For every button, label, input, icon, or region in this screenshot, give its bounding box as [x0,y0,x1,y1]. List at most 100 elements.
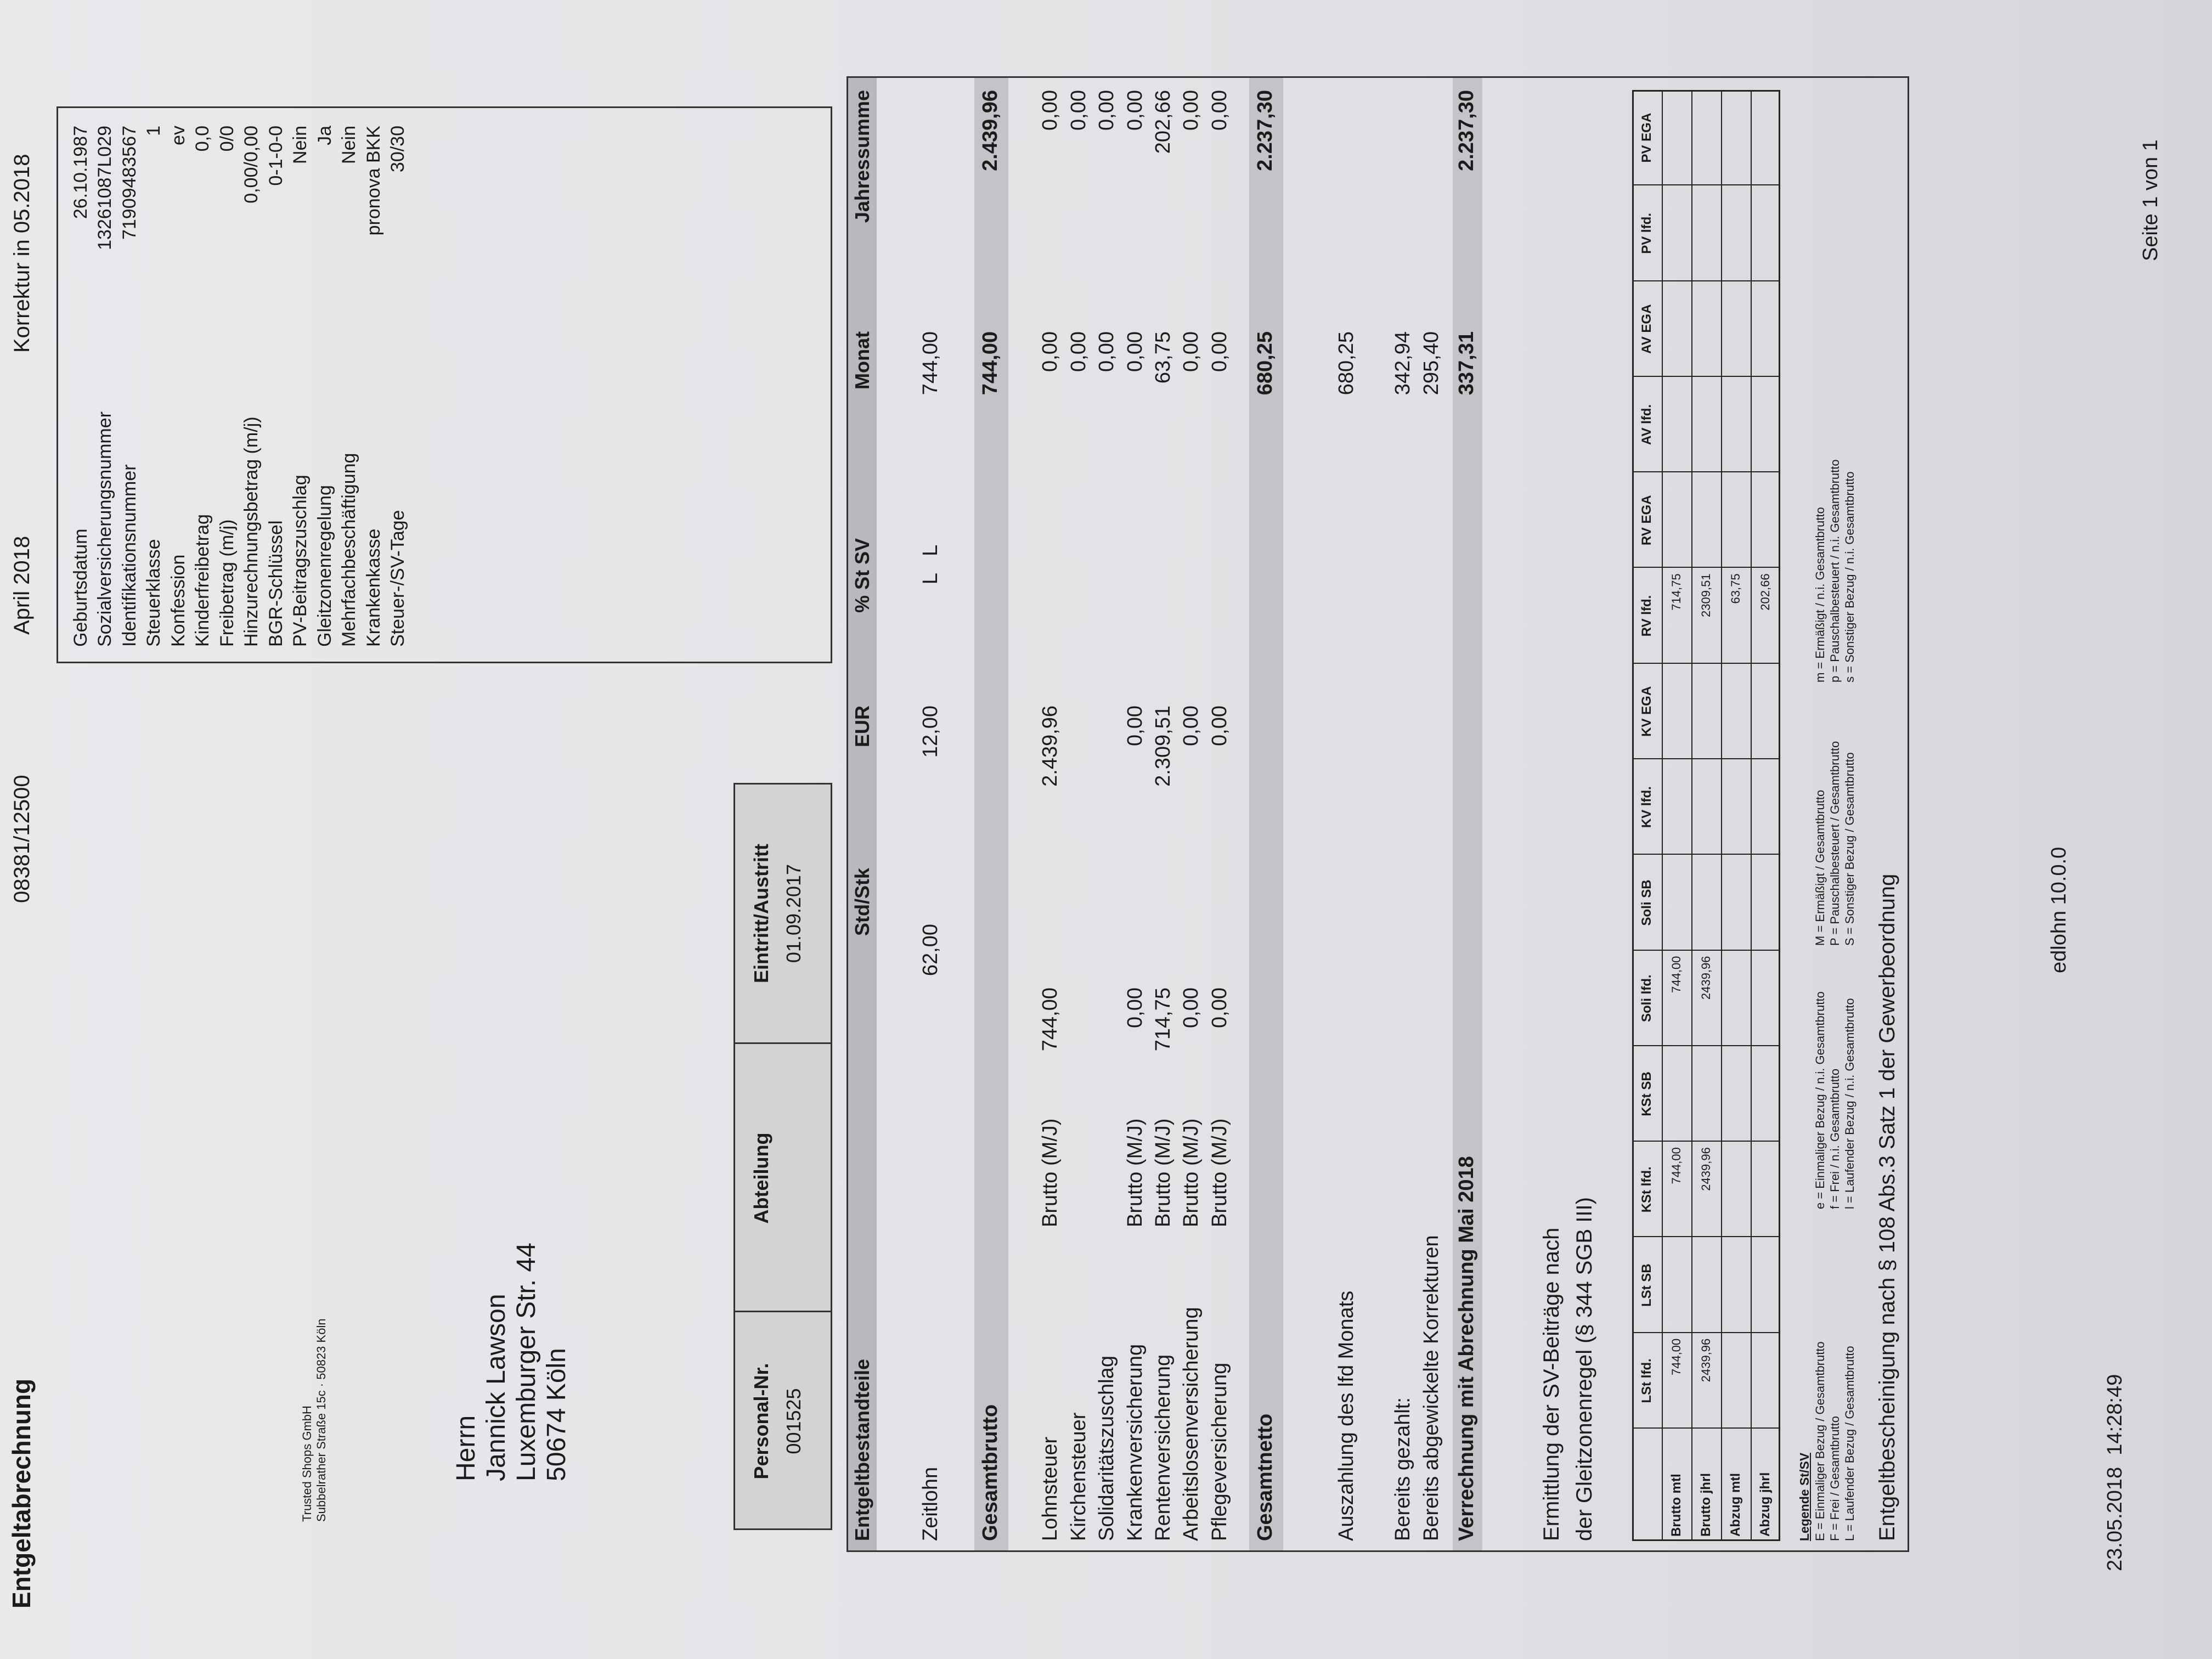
sv-column-header: LSt lfd. [1639,1358,1654,1403]
legend-entry: F = Frei / Gesamtbrutto [1827,1415,1842,1541]
sv-grid-col-line [1632,1141,1780,1142]
eur-value: 2.309,51 [1152,706,1175,787]
certificate-note: Entgeltbescheinigung nach § 108 Abs.3 Sa… [1875,873,1899,1541]
sv-grid-col-line [1632,1045,1780,1046]
legend-entry: P = Pauschalbesteuert / Gesamtbrutto [1827,741,1842,946]
sv-row-label: Abzug jhrl [1757,1472,1773,1537]
legend-entry: M = Ermäßigt / Gesamtbrutto [1813,789,1827,946]
month-value: 342,94 [1391,331,1415,396]
sv-grid-col-line [1632,758,1780,759]
std-stk-value: 744,00 [1039,988,1062,1052]
year-value: 0,00 [1208,90,1232,131]
tax-sv-code: L L [919,544,943,585]
year-value: 2.237,30 [1455,90,1479,171]
table-header: Jahressumme [851,90,874,223]
row-label: Gesamtbrutto [979,1404,1002,1541]
sv-cell: 714,75 [1669,573,1683,611]
print-timestamp: 23.05.2018 14:28:49 [2103,1374,2127,1571]
sv-grid-col-line [1632,1236,1780,1238]
employee-header: Personal-Nr. [750,1363,773,1480]
legend-entry: f = Frei / n.i. Gesamtbrutto [1827,1068,1842,1209]
table-header: Std/Stk [851,868,874,936]
legend-entry: l = Laufender Bezug / n.i. Gesamtbrutto [1842,998,1857,1209]
company-name: Trusted Shops GmbH [300,1406,314,1522]
month-value: 63,75 [1152,331,1175,384]
table-header: EUR [851,706,874,748]
info-value: pronova BKK [363,126,384,236]
employee-value: 01.09.2017 [782,864,805,963]
eur-value: 0,00 [1208,706,1232,746]
period: April 2018 [10,535,34,635]
sv-cell: 2439,96 [1699,1147,1713,1191]
employee-header: Abteilung [750,1132,773,1224]
basis-label: Brutto (M/J) [1208,1118,1232,1227]
sv-grid-row-line [1721,90,1722,1541]
sv-cell: 63,75 [1728,573,1742,604]
client-number: 08381/12500 [10,775,34,903]
sv-column-header: KSt lfd. [1639,1166,1654,1213]
sv-column-header: KV lfd. [1639,786,1654,828]
header-band [848,78,877,1550]
sv-grid-col-line [1632,1427,1780,1429]
info-label: Konfession [167,554,189,647]
legend-entry: m = Ermäßigt / n.i. Gesamtbrutto [1813,507,1827,682]
sv-title: der Gleitzonenregel (§ 344 SGB III) [1572,1197,1596,1541]
legend-title: Legende St/SV [1797,1452,1812,1541]
row-label: Bereits gezahlt: [1391,1397,1415,1541]
sv-grid-row-line [1662,90,1663,1541]
sv-cell: 744,00 [1669,956,1683,993]
basis-label: Brutto (M/J) [1152,1118,1175,1227]
year-value: 0,00 [1067,90,1091,131]
year-value: 0,00 [1180,90,1203,131]
std-stk-value: 0,00 [1180,988,1203,1028]
sv-grid-row-line [1691,90,1692,1541]
recipient-name: Jannick Lawson [482,1294,511,1481]
sv-row-label: Abzug mtl [1728,1473,1743,1537]
legend-entry: S = Sonstiger Bezug / Gesamtbrutto [1842,752,1857,946]
info-value: 0,00/0,00 [241,126,262,204]
info-value: Ja [314,126,335,145]
month-value: 295,40 [1420,331,1443,396]
year-value: 0,00 [1124,90,1147,131]
info-label: Hinzurechnungsbetrag (m/j) [241,416,262,647]
info-value: 0/0 [216,126,238,152]
eur-value: 2.439,96 [1039,706,1062,787]
legend-entry: e = Einmaliger Bezug / n.i. Gesamtbrutto [1813,991,1827,1209]
table-header: % St SV [851,538,874,613]
sv-column-header: Soli lfd. [1639,974,1654,1023]
month-value: 680,25 [1254,331,1277,396]
row-label: Solidaritätszuschlag [1095,1356,1119,1541]
sv-cell: 2439,96 [1699,1338,1713,1383]
sv-grid-row-line [1751,90,1752,1541]
sv-column-header: PV lfd. [1639,213,1654,254]
row-label: Gesamtnetto [1254,1413,1277,1541]
total-band [974,78,1008,1550]
sv-grid-col-line [1632,1331,1780,1333]
info-label: Identifikationsnummer [119,464,140,647]
info-label: Mehrfachbeschäftigung [338,453,360,647]
year-value: 2.439,96 [979,90,1002,171]
row-label: Rentenversicherung [1152,1354,1175,1541]
recipient-city: 50674 Köln [542,1348,572,1481]
sv-column-header: RV EGA [1639,495,1654,546]
info-label: PV-Beitragszuschlag [290,475,311,647]
sv-column-header: AV EGA [1639,304,1654,354]
sv-column-header: LSt SB [1639,1263,1654,1307]
employee-header: Eintritt/Austritt [750,844,773,983]
row-label: Bereits abgewickelte Korrekturen [1420,1235,1443,1541]
info-value: Nein [290,126,311,164]
software-version: edlohn 10.0.0 [2047,847,2071,973]
info-label: Gleitzonenregelung [314,485,335,647]
row-label: Arbeitslosenversicherung [1180,1307,1203,1541]
info-label: Steuerklasse [143,539,165,647]
info-value: 26.10.1987 [70,126,91,219]
sv-cell: 202,66 [1758,573,1772,611]
eur-value: 12,00 [919,706,943,758]
correction-note: Korrektur in 05.2018 [10,154,34,353]
sv-column-header: Soli SB [1639,879,1654,926]
month-value: 0,00 [1180,331,1203,372]
sv-grid-col-line [1632,184,1780,186]
sv-grid-col-line [1632,471,1780,473]
sv-column-header: KV EGA [1639,686,1654,737]
